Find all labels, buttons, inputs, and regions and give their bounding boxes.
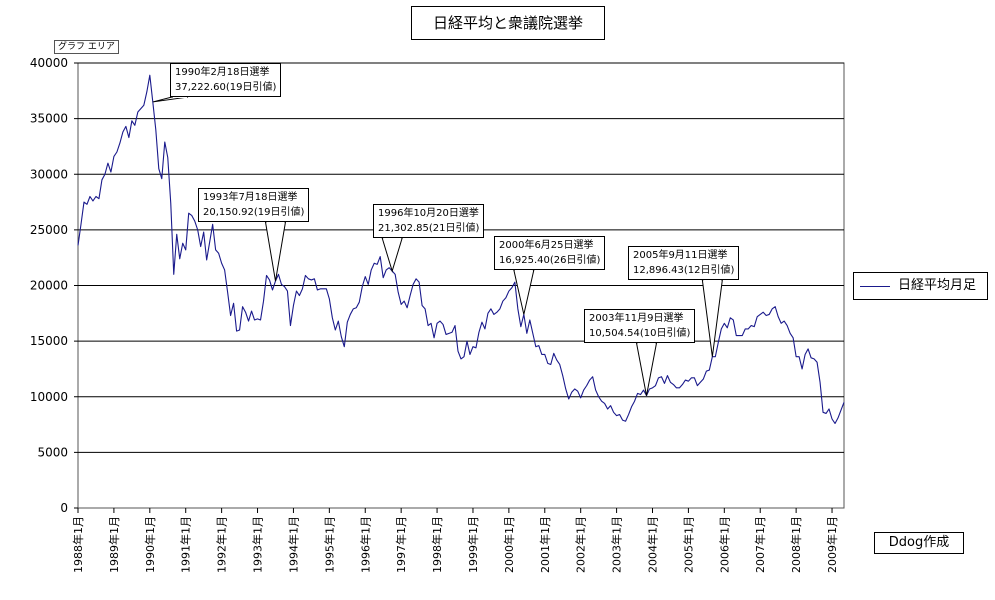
x-tick-label: 2006年1月: [717, 516, 731, 573]
x-tick-label: 1997年1月: [394, 516, 408, 573]
y-tick-label: 30000: [30, 167, 68, 181]
annotation-line: 16,925.40(26日引値): [499, 255, 601, 266]
annotation-line: 2005年9月11日選挙: [633, 250, 728, 261]
annotation-line: 37,222.60(19日引値): [175, 82, 277, 93]
y-tick-label: 20000: [30, 279, 68, 293]
x-tick-label: 1989年1月: [107, 516, 121, 573]
annotation-line: 21,302.85(21日引値): [378, 223, 480, 234]
x-tick-label: 1999年1月: [466, 516, 480, 573]
x-tick-label: 2002年1月: [574, 516, 588, 573]
annotation-line: 20,150.92(19日引値): [203, 207, 305, 218]
x-tick-label: 1995年1月: [322, 516, 336, 573]
x-tick-label: 2003年1月: [610, 516, 624, 573]
y-tick-label: 0: [60, 501, 68, 515]
x-tick-label: 2001年1月: [538, 516, 552, 573]
x-tick-label: 2009年1月: [825, 516, 839, 573]
annotation-1996: 1996年10月20日選挙 21,302.85(21日引値): [373, 204, 485, 238]
legend-line-icon: [860, 285, 890, 287]
annotation-line: 2003年11月9日選挙: [589, 313, 684, 324]
x-tick-label: 1996年1月: [358, 516, 372, 573]
annotation-line: 1993年7月18日選挙: [203, 192, 298, 203]
annotation-2000: 2000年6月25日選挙 16,925.40(26日引値): [494, 236, 606, 270]
x-tick-label: 2007年1月: [753, 516, 767, 573]
series-layer: [77, 74, 845, 424]
y-tick-label: 15000: [30, 334, 68, 348]
annotation-line: 12,896.43(12日引値): [633, 265, 735, 276]
annotation-1993: 1993年7月18日選挙 20,150.92(19日引値): [198, 188, 310, 222]
series-line-0: [77, 74, 845, 424]
x-tick-label: 2005年1月: [681, 516, 695, 573]
annotation-line: 1990年2月18日選挙: [175, 67, 270, 78]
chart-area-tag: グラフ エリア: [54, 40, 119, 54]
y-tick-label: 35000: [30, 112, 68, 126]
x-axis-ticks: 1988年1月 1989年1月 1990年1月 1991年1月 1992年1月 1993年…: [71, 508, 839, 573]
x-tick-label: 1993年1月: [251, 516, 265, 573]
y-tick-label: 5000: [37, 445, 68, 459]
x-tick-label: 1992年1月: [215, 516, 229, 573]
annotation-2003: 2003年11月9日選挙 10,504.54(10日引値): [584, 309, 696, 343]
x-tick-label: 1991年1月: [179, 516, 193, 573]
x-tick-label: 1998年1月: [430, 516, 444, 573]
x-tick-label: 1994年1月: [286, 516, 300, 573]
annotation-line: 1996年10月20日選挙: [378, 208, 479, 219]
legend: 日経平均月足: [853, 272, 988, 300]
y-tick-label: 40000: [30, 56, 68, 70]
x-tick-label: 1988年1月: [71, 516, 85, 573]
annotation-line: 10,504.54(10日引値): [589, 328, 691, 339]
annotation-1990: 1990年2月18日選挙 37,222.60(19日引値): [170, 63, 282, 97]
annotation-line: 2000年6月25日選挙: [499, 240, 594, 251]
x-tick-label: 2008年1月: [789, 516, 803, 573]
chart-title: 日経平均と衆議院選挙: [411, 6, 605, 40]
y-axis-ticks: 0 5000 10000 15000 20000 25000 30000 35000 40000: [30, 56, 78, 515]
x-tick-label: 1990年1月: [143, 516, 157, 573]
x-tick-label: 2000年1月: [502, 516, 516, 573]
author-credit: Ddog作成: [874, 532, 964, 554]
x-tick-label: 2004年1月: [646, 516, 660, 573]
callout-pointers: [152, 96, 723, 396]
y-tick-label: 10000: [30, 390, 68, 404]
legend-label: 日経平均月足: [898, 278, 977, 293]
y-tick-label: 25000: [30, 223, 68, 237]
annotation-2005: 2005年9月11日選挙 12,896.43(12日引値): [628, 246, 740, 280]
